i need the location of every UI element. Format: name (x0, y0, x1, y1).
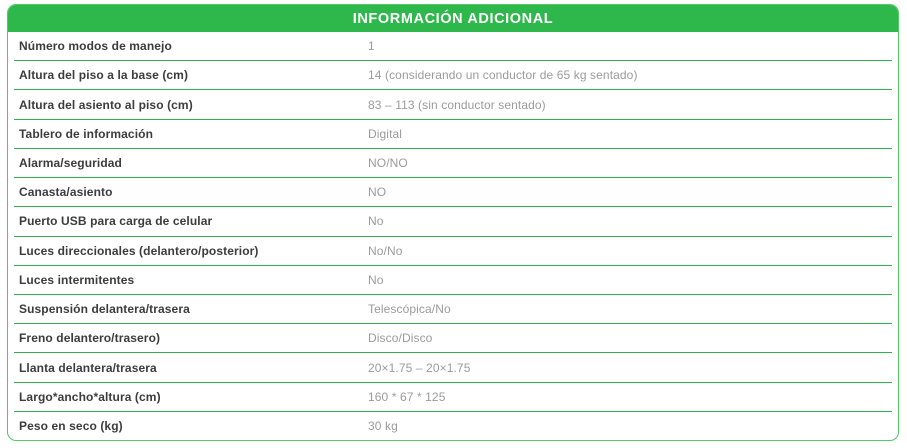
table-row: Largo*ancho*altura (cm) 160 * 67 * 125 (14, 383, 892, 412)
table-row: Suspensión delantera/trasera Telescópica… (14, 295, 892, 325)
spec-label: Puerto USB para carga de celular (19, 214, 213, 229)
spec-value: Disco/Disco (368, 331, 433, 346)
table-row: Llanta delantera/trasera 20×1.75 – 20×1.… (14, 353, 892, 383)
spec-label: Alarma/seguridad (19, 155, 122, 170)
spec-label: Luces intermitentes (19, 272, 135, 287)
spec-label: Altura del piso a la base (cm) (19, 68, 189, 83)
table-row: Peso en seco (kg) 30 kg (14, 412, 892, 440)
spec-label: Largo*ancho*altura (cm) (19, 389, 161, 404)
table-row: Altura del piso a la base (cm) 14 (consi… (14, 61, 892, 91)
table-row: Freno delantero/trasero) Disco/Disco (14, 324, 892, 354)
spec-label: Llanta delantera/trasera (19, 360, 157, 375)
spec-label: Tablero de información (19, 126, 153, 141)
spec-label: Suspensión delantera/trasera (19, 302, 190, 317)
table-row: Luces direccionales (delantero/posterior… (14, 237, 892, 266)
spec-label: Peso en seco (kg) (19, 418, 123, 433)
spec-value: 14 (considerando un conductor de 65 kg s… (368, 68, 638, 83)
table-row: Altura del asiento al piso (cm) 83 – 113… (14, 90, 892, 120)
spec-label: Freno delantero/trasero) (19, 331, 161, 346)
spec-value: No (368, 214, 384, 229)
spec-label: Altura del asiento al piso (cm) (19, 97, 193, 112)
spec-label: Luces direccionales (delantero/posterior… (19, 243, 259, 258)
table-row: Puerto USB para carga de celular No (14, 207, 892, 237)
spec-value: No (368, 272, 384, 287)
table-row: Alarma/seguridad NO/NO (14, 149, 892, 179)
spec-value: 83 – 113 (sin conductor sentado) (368, 97, 546, 112)
spec-value: NO/NO (368, 155, 408, 170)
spec-value: Digital (368, 126, 403, 141)
table-row: Tablero de información Digital (14, 120, 892, 149)
table-row: Número modos de manejo 1 (14, 32, 892, 62)
table-row: Canasta/asiento NO (14, 178, 892, 208)
spec-value: 1 (368, 39, 375, 54)
spec-label: Canasta/asiento (19, 185, 113, 200)
spec-value: 20×1.75 – 20×1.75 (368, 360, 471, 375)
spec-value: 160 * 67 * 125 (368, 389, 446, 404)
spec-value: Telescópica/No (368, 302, 451, 317)
card-title: INFORMACIÓN ADICIONAL (352, 10, 554, 27)
table-row: Luces intermitentes No (14, 266, 892, 295)
additional-info-card: INFORMACIÓN ADICIONAL Número modos de ma… (7, 4, 899, 441)
spec-value: No/No (368, 243, 403, 258)
spec-label: Número modos de manejo (19, 39, 172, 54)
spec-value: 30 kg (368, 418, 398, 433)
spec-value: NO (368, 185, 387, 200)
spec-table: Número modos de manejo 1 Altura del piso… (14, 32, 892, 440)
card-header: INFORMACIÓN ADICIONAL (8, 5, 898, 32)
